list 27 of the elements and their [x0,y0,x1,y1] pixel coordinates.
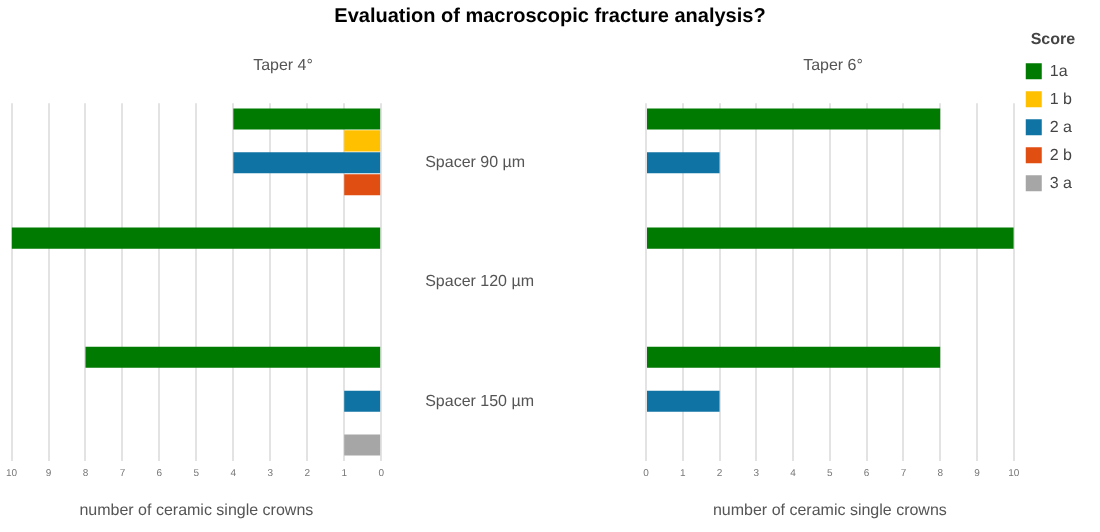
bar [233,108,381,130]
bar [647,227,1014,249]
bar [647,346,941,368]
text: Evaluation of macroscopic fracture analysis? [332,4,768,32]
x-axis-title: number of ceramic single crowns [712,500,947,519]
y-tick-label: Spacer 120 µm [425,272,535,291]
bar [344,390,381,412]
legend-title: Score [1030,30,1077,49]
bar [647,390,720,412]
bar [647,152,720,174]
bar [85,346,381,368]
x-axis-title: number of ceramic single crowns [79,500,314,519]
chart-subtitle: Taper 4° [253,56,313,75]
bar [647,108,941,130]
legend-label: 1 b [1049,89,1074,108]
chart-subtitle: Taper 6° [803,56,863,75]
legend-label: 3 a [1049,173,1074,192]
bar [344,434,381,456]
y-tick-label: Spacer 90 µm [425,153,526,172]
bar [233,152,381,174]
bar [11,227,381,249]
bar [344,130,381,152]
legend-label: 1a [1049,61,1069,80]
y-tick-label: Spacer 150 µm [425,391,535,410]
legend-label: 2 b [1049,145,1074,164]
legend-label: 2 a [1049,117,1074,136]
bar [344,174,381,196]
